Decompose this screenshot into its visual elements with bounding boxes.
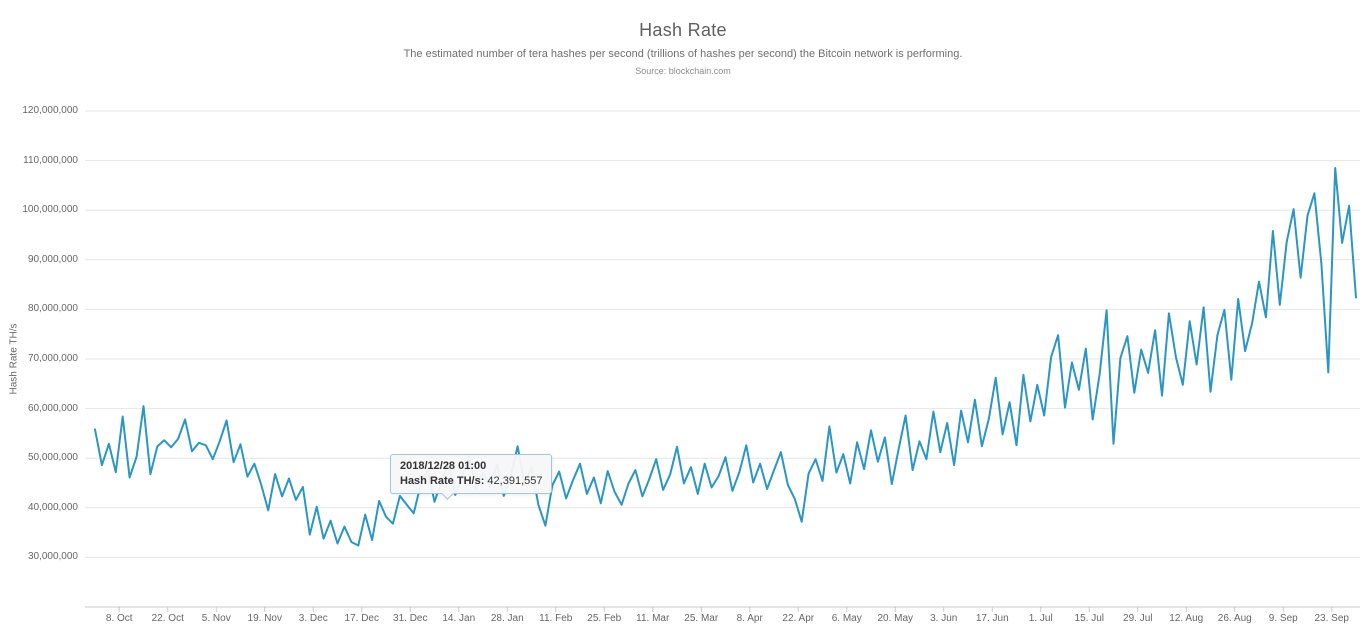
chart-source: Source: blockchain.com (635, 66, 731, 76)
x-axis-tick-label: 22. Apr (782, 613, 815, 624)
x-axis-tick-label: 29. Jul (1123, 613, 1153, 624)
y-axis-tick-label: 40,000,000 (27, 501, 78, 513)
x-axis-tick-label: 25. Feb (587, 613, 622, 624)
tooltip-row: Hash Rate TH/s: 42,391,557 (400, 475, 542, 487)
y-axis-tick-label: 70,000,000 (27, 353, 78, 364)
hash-rate-series-line[interactable] (94, 167, 1357, 547)
x-axis-tick-label: 23. Sep (1314, 613, 1349, 624)
y-axis-tick-label: 30,000,000 (27, 551, 78, 563)
x-axis-tick-label: 14. Jan (442, 613, 476, 624)
y-axis-tick-label: 90,000,000 (27, 253, 78, 265)
chart-subtitle: The estimated number of tera hashes per … (403, 48, 963, 60)
x-axis-tick-label: 25. Mar (684, 613, 719, 624)
x-axis-tick-label: 8. Apr (736, 613, 763, 624)
x-axis-tick-label: 8. Oct (105, 613, 133, 624)
x-axis-tick-label: 19. Nov (247, 613, 282, 624)
x-axis-tick-label: 3. Jun (930, 613, 958, 624)
x-axis-tick-label: 5. Nov (201, 613, 231, 624)
x-axis-tick-label: 15. Jul (1074, 613, 1104, 624)
y-axis-tick-label: 80,000,000 (27, 303, 78, 315)
y-axis-tick-label: 110,000,000 (23, 154, 78, 166)
x-axis-tick-label: 1. Jul (1028, 613, 1053, 624)
x-axis-tick-label: 28. Jan (490, 613, 524, 624)
x-axis-tick-label: 11. Feb (539, 613, 573, 624)
tooltip-value: 42,391,557 (487, 475, 543, 487)
y-axis-tick-label: 50,000,000 (27, 452, 78, 464)
x-axis-tick-label: 31. Dec (393, 613, 428, 624)
x-axis-tick-label: 12. Aug (1169, 613, 1204, 624)
tooltip-series-label: Hash Rate TH/s: (400, 475, 485, 487)
tooltip-date: 2018/12/28 01:00 (400, 460, 487, 472)
x-axis-tick-label: 3. Dec (298, 613, 328, 624)
x-axis-tick-label: 9. Sep (1268, 613, 1298, 624)
x-axis-tick-label: 11. Mar (636, 613, 670, 624)
chart-tooltip: 2018/12/28 01:00 Hash Rate TH/s: 42,391,… (390, 454, 553, 500)
y-axis-tick-label: 60,000,000 (27, 402, 78, 414)
y-axis-tick-label: 120,000,000 (22, 105, 78, 116)
x-axis-tick-label: 17. Jun (975, 613, 1009, 624)
chart-title: Hash Rate (639, 20, 727, 40)
x-axis-tick-label: 26. Aug (1217, 613, 1252, 624)
x-axis-tick-label: 22. Oct (151, 613, 184, 624)
x-axis-tick-label: 20. May (877, 613, 914, 624)
x-axis-tick-label: 6. May (831, 613, 862, 624)
y-axis-tick-label: 100,000,000 (22, 204, 78, 216)
chart-header: Hash Rate The estimated number of tera h… (0, 0, 1366, 76)
x-axis-tick-label: 17. Dec (344, 613, 379, 624)
